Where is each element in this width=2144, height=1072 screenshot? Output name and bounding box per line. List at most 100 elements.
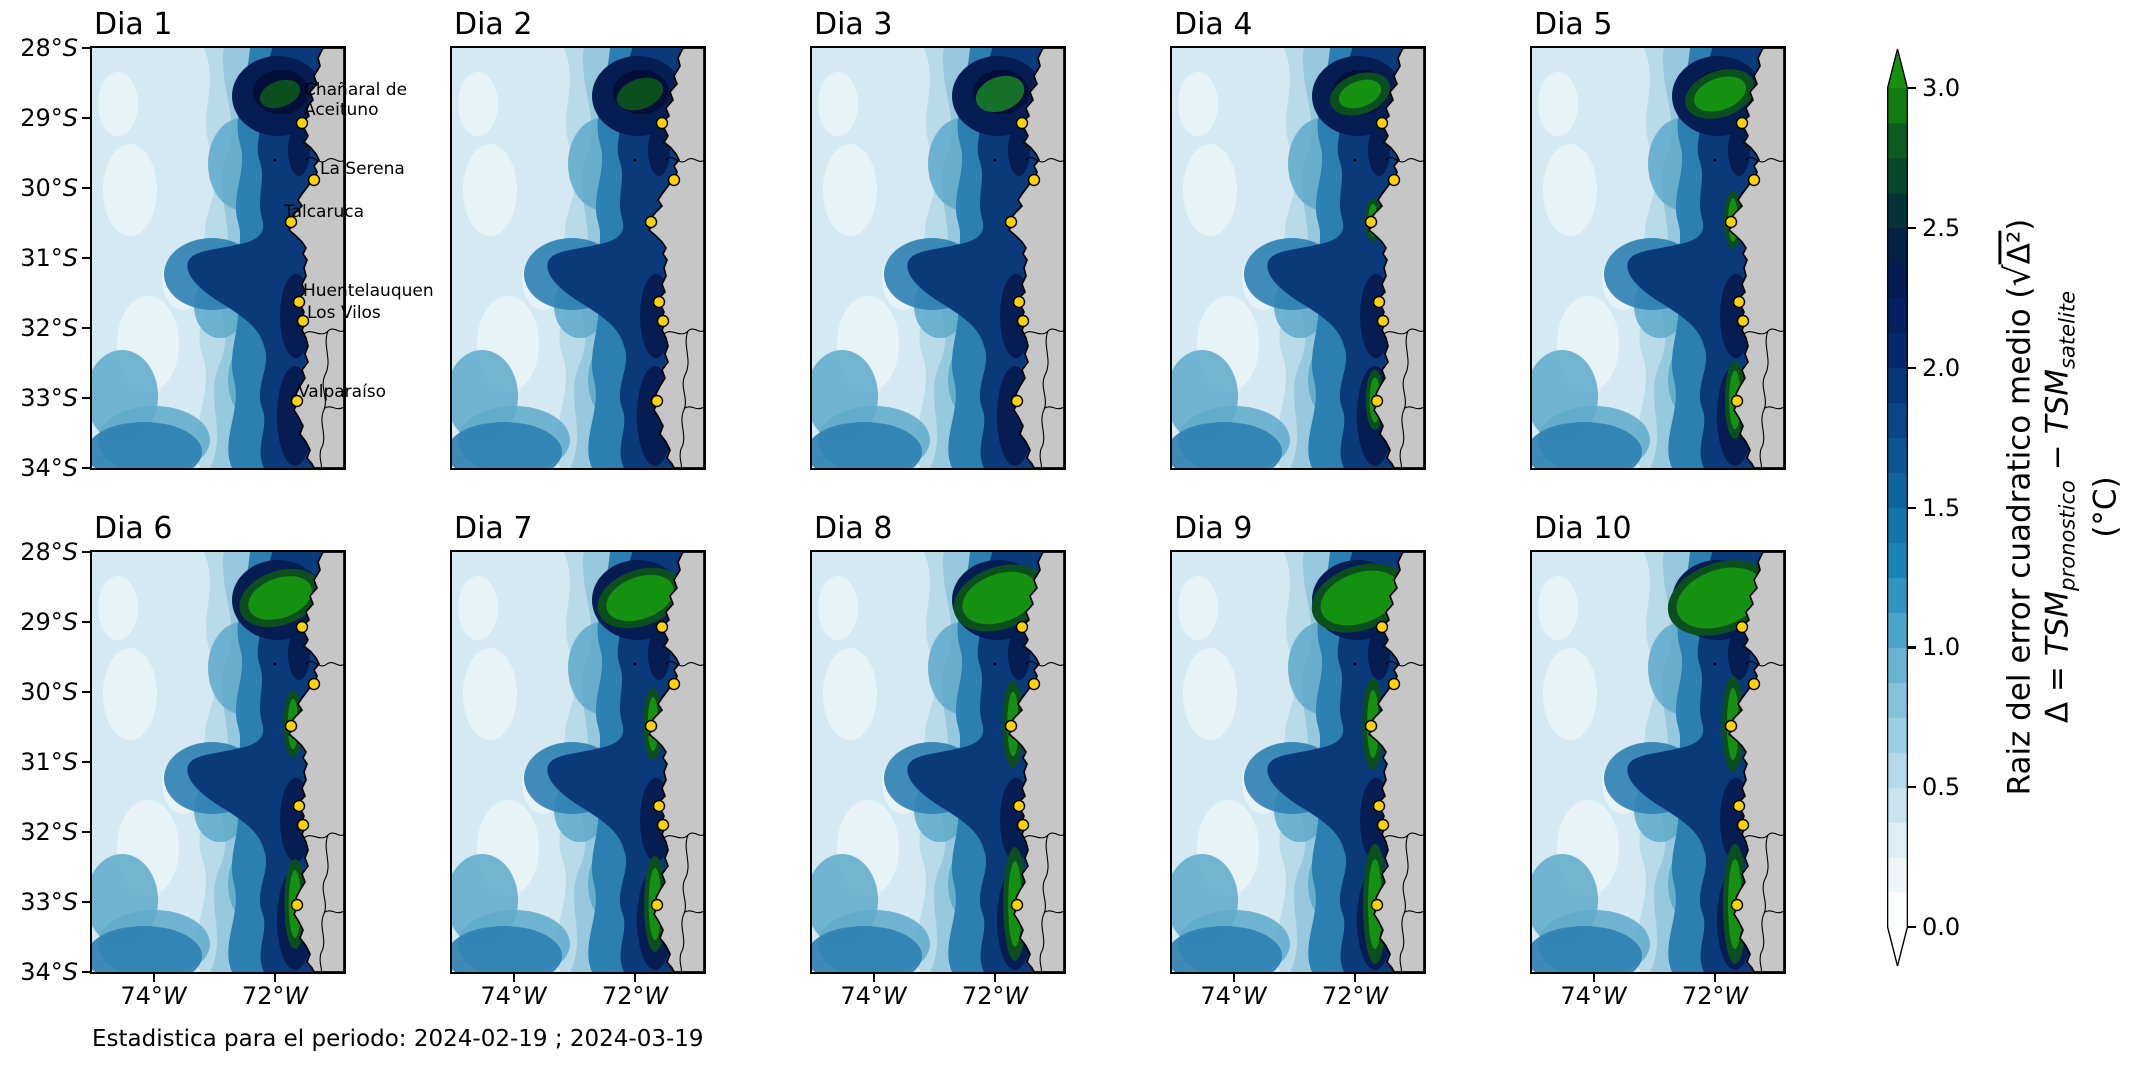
region-boundary-north: [1385, 157, 1424, 163]
map-panel: Dia 4: [1170, 7, 1426, 470]
colorbar-tick-label: 2.0: [1922, 353, 1961, 382]
land-area: [1007, 48, 1064, 468]
region-boundary-south: [319, 834, 329, 972]
lon-tick-label: 74°W: [480, 982, 547, 1010]
lon-tick-mark: [274, 972, 277, 982]
lat-tick-mark: [82, 47, 92, 50]
region-boundary-south: [1039, 330, 1049, 468]
map-panel: Dia 2: [450, 7, 706, 470]
lat-tick-mark: [82, 621, 92, 624]
panel-title: Dia 1: [94, 7, 173, 42]
lon-tick-label: 74°W: [840, 982, 907, 1010]
city-label: Valparaíso: [298, 382, 387, 402]
lat-tick-mark: [82, 467, 92, 470]
city-marker: [667, 677, 681, 691]
city-marker: [652, 295, 666, 309]
city-marker: [1012, 295, 1026, 309]
green-maximum-blob: [616, 77, 664, 111]
city-label: Huentelauquen: [303, 281, 434, 301]
city-marker: [1376, 314, 1390, 328]
city-marker: [667, 173, 681, 187]
city-marker: [1747, 677, 1761, 691]
map-canvas: [452, 552, 704, 972]
lon-tick-label: 72°W: [1321, 982, 1389, 1010]
region-boundary-east: [1404, 910, 1424, 914]
green-maximum-blob: [1311, 563, 1409, 633]
colorbar-tick-label: 0.5: [1922, 773, 1961, 802]
map-canvas: [1172, 552, 1424, 972]
city-marker: [307, 173, 321, 187]
city-marker: [1732, 295, 1746, 309]
colorbar-label-line2: Δ = TSMpronostico − TSMsatelite: [2039, 290, 2080, 724]
land-area: [647, 552, 704, 972]
panel-title: Dia 8: [814, 511, 893, 546]
city-label: Talcaruca: [284, 202, 365, 222]
city-marker: [1735, 116, 1749, 130]
lat-tick-mark: [82, 901, 92, 904]
panel-title: Dia 4: [1174, 7, 1253, 42]
colorbar-tick-mark: [1908, 926, 1916, 929]
city-marker: [650, 898, 664, 912]
map-panel: Dia 10: [1530, 511, 1786, 1010]
lat-tick-mark: [82, 971, 92, 974]
map-canvas: [452, 48, 704, 468]
colorbar-tick-mark: [1908, 87, 1916, 90]
lon-tick-mark: [634, 972, 637, 982]
region-boundary-south: [1759, 834, 1769, 972]
city-marker: [1747, 173, 1761, 187]
city-marker: [1732, 799, 1746, 813]
region-boundary-east: [1404, 406, 1424, 410]
city-marker: [1015, 116, 1029, 130]
lon-tick-mark: [1354, 972, 1357, 982]
land-area: [287, 48, 344, 468]
city-marker: [1372, 295, 1386, 309]
city-marker: [307, 677, 321, 691]
region-boundary-south: [1039, 834, 1049, 972]
city-marker: [1012, 799, 1026, 813]
region-boundary-east: [324, 910, 344, 914]
city-marker: [652, 799, 666, 813]
lon-tick-label: 72°W: [241, 982, 309, 1010]
land-area: [647, 48, 704, 468]
city-marker: [650, 394, 664, 408]
map-panel: Dia 3: [810, 7, 1066, 470]
region-boundary-north: [1385, 661, 1424, 667]
map-panel: Dia 9: [1170, 511, 1426, 1010]
city-markers: [1364, 116, 1401, 408]
lon-tick-mark: [1232, 972, 1235, 982]
map-canvas: [1532, 552, 1784, 972]
lat-tick-label: 28°S: [20, 34, 78, 62]
city-label: Chañaral de Aceituno: [304, 80, 408, 120]
region-boundary-north: [305, 157, 344, 163]
colorbar-tick-label: 1.5: [1922, 493, 1961, 522]
lat-tick-label: 30°S: [20, 174, 78, 202]
city-label: La Serena: [320, 159, 405, 179]
city-marker: [1735, 620, 1749, 634]
panel-title: Dia 7: [454, 511, 533, 546]
city-marker: [1724, 215, 1738, 229]
colorbar-tick-label: 3.0: [1922, 74, 1961, 102]
region-boundary-north: [665, 157, 704, 163]
lat-tick-label: 30°S: [20, 678, 78, 706]
map-area: [810, 46, 1066, 470]
city-markers: [644, 620, 681, 912]
region-boundary-north: [1745, 157, 1784, 163]
city-marker: [644, 719, 658, 733]
region-boundary-north: [1745, 661, 1784, 667]
city-marker: [1730, 394, 1744, 408]
land-area: [1367, 552, 1424, 972]
land-area: [1367, 48, 1424, 468]
region-boundary-south: [1759, 330, 1769, 468]
region-boundary-east: [1044, 406, 1064, 410]
panel-title: Dia 5: [1534, 7, 1613, 42]
islet: [633, 158, 637, 162]
lon-tick-label: 72°W: [961, 982, 1029, 1010]
city-markers: [1004, 620, 1041, 912]
green-maximum-blob: [259, 79, 301, 109]
lon-tick-label: 74°W: [1200, 982, 1267, 1010]
city-marker: [1004, 215, 1018, 229]
city-marker: [1736, 818, 1750, 832]
city-marker: [1016, 818, 1030, 832]
region-boundary-east: [324, 406, 344, 410]
